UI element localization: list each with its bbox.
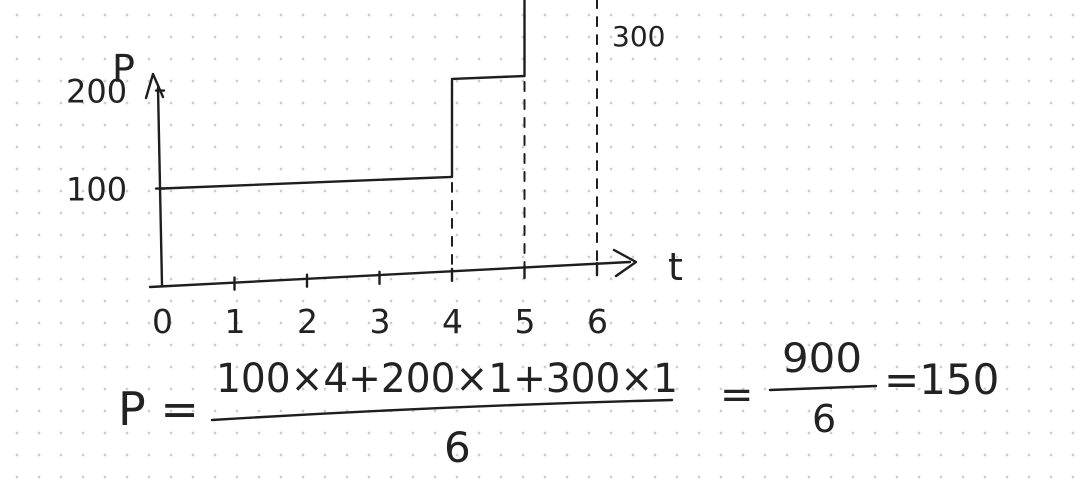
peak-annotation: 300 (612, 20, 665, 53)
y-axis-label: P (112, 47, 135, 91)
x-tick-labels: 0 1 2 3 4 5 6 (152, 302, 608, 341)
fraction-bar-1 (210, 398, 674, 422)
x-tick-label-4: 4 (442, 302, 463, 341)
fraction2-denominator: 6 (812, 397, 836, 441)
y-tick-labels: 100 200 (66, 73, 127, 209)
y-axis-arrowhead (144, 72, 165, 100)
step-series (160, 0, 526, 190)
formula-lhs: P = (118, 382, 199, 436)
x-axis-label: t (668, 245, 683, 289)
x-tick-label-2: 2 (297, 302, 318, 341)
formula-result: =150 (884, 355, 999, 404)
x-tick-label-3: 3 (370, 302, 391, 341)
fraction-bar-2 (768, 384, 878, 392)
step-line (160, 0, 526, 190)
x-tick-label-0: 0 (152, 302, 173, 341)
average-formula: P = 100×4+200×1+300×1 6 = 900 6 =150 (118, 336, 999, 472)
formula-denominator: 6 (444, 423, 471, 472)
x-tick-label-6: 6 (587, 302, 608, 341)
x-tick-label-5: 5 (515, 302, 536, 341)
guide-lines (451, 0, 598, 272)
formula-equals: = (720, 372, 754, 418)
y-tick-label-200: 200 (66, 73, 127, 111)
fraction2-numerator: 900 (782, 336, 862, 382)
y-axis (156, 86, 164, 287)
y-tick-label-100: 100 (66, 171, 127, 209)
x-axis-arrowhead (612, 248, 638, 278)
x-axis (148, 260, 632, 289)
x-tick-label-1: 1 (225, 302, 246, 341)
step-chart: 0 1 2 3 4 5 6 100 200 P t 300 (66, 0, 683, 341)
formula-numerator: 100×4+200×1+300×1 (216, 356, 678, 402)
